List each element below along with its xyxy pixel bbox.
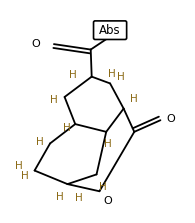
Text: H: H [117,72,125,82]
Text: H: H [99,182,107,192]
Text: Abs: Abs [99,24,121,37]
Text: H: H [50,95,58,105]
Text: H: H [63,123,70,133]
Text: H: H [35,137,43,147]
Text: H: H [21,171,29,181]
Text: H: H [15,161,23,171]
FancyBboxPatch shape [94,21,127,39]
Text: H: H [130,94,138,104]
Text: H: H [108,69,116,78]
Text: O: O [103,196,112,206]
Text: H: H [104,139,112,149]
Text: H: H [69,70,77,80]
Text: H: H [75,193,83,203]
Text: O: O [166,114,175,124]
Text: O: O [32,39,40,49]
Text: H: H [56,192,64,202]
